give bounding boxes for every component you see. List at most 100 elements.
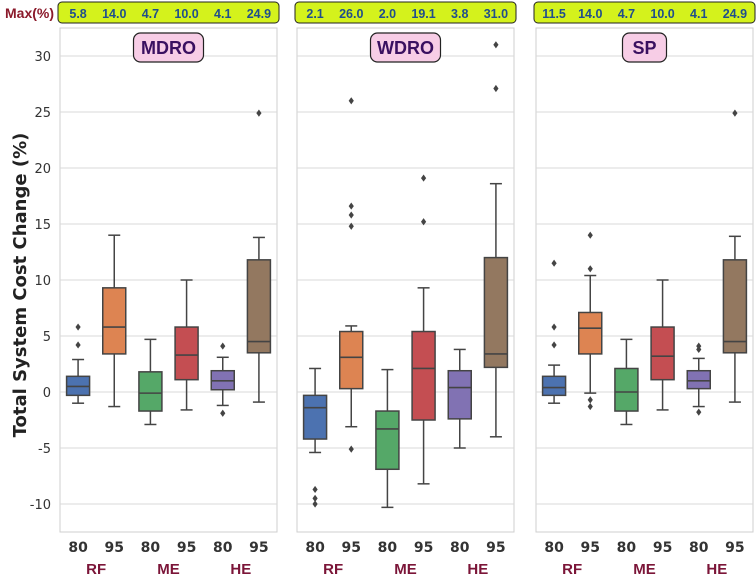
outlier-point (348, 202, 354, 210)
x-tick-label: 80 (689, 540, 709, 556)
x-tick-label: 95 (725, 540, 744, 556)
outlier-point (312, 485, 318, 494)
outlier-point (732, 109, 738, 117)
box-mdro-3 (174, 279, 199, 411)
outlier-point (587, 265, 593, 273)
panel-sp: SP 80 95 80 95 80 95 RF ME HE (535, 27, 754, 578)
box-wdro-0 (302, 367, 328, 508)
group-label-he: HE (706, 561, 727, 578)
box-wdro-4 (447, 348, 472, 449)
box-iqr (483, 256, 509, 369)
outlier-point (551, 323, 557, 331)
panel-title-badge (369, 32, 442, 63)
outlier-point (312, 500, 318, 508)
group-label-me: ME (157, 561, 180, 578)
box-iqr (686, 369, 711, 390)
max-value: 26.0 (339, 7, 363, 21)
max-value: 24.9 (723, 7, 747, 21)
x-tick-label: 95 (342, 540, 361, 556)
y-tick-label: 5 (43, 330, 51, 345)
y-tick-label: 15 (34, 218, 51, 233)
box-sp-5 (722, 109, 748, 403)
group-label-rf: RF (562, 561, 582, 578)
y-tick-label: 30 (34, 50, 51, 65)
chart-panels: MDRO 80 95 80 95 80 95 RF ME HE WDRO 80 95 80 95 80 95 RF… (59, 27, 754, 578)
x-tick-label: 80 (141, 540, 161, 556)
max-value-badges: 5.8 14.0 4.7 10.0 4.1 24.9 2.1 26.0 2.0 19.1 3.8 31… (57, 1, 756, 24)
box-iqr (174, 326, 199, 381)
box-wdro-1 (339, 97, 364, 453)
x-tick-label: 80 (68, 540, 88, 556)
group-label-rf: RF (323, 561, 343, 578)
y-tick-label: -10 (30, 498, 51, 513)
max-badge-strip (533, 1, 756, 24)
max-value: 2.1 (306, 7, 323, 21)
box-iqr (246, 259, 272, 354)
y-tick-label: 0 (43, 386, 51, 401)
x-tick-label: 95 (105, 540, 124, 556)
group-label-he: HE (467, 561, 488, 578)
outlier-point (348, 445, 354, 453)
panel-title-badge (132, 32, 205, 63)
box-iqr (339, 330, 364, 390)
box-wdro-5 (483, 41, 509, 438)
outlier-point (75, 323, 81, 331)
x-tick-label: 80 (450, 540, 470, 556)
outlier-point (493, 41, 499, 49)
outlier-point (587, 396, 593, 404)
group-label-rf: RF (86, 561, 106, 578)
max-value: 4.7 (618, 7, 635, 21)
box-mdro-2 (138, 338, 163, 426)
box-mdro-5 (246, 109, 272, 403)
x-tick-label: 95 (653, 540, 672, 556)
x-tick-label: 80 (378, 540, 398, 556)
x-tick-label: 80 (617, 540, 637, 556)
x-tick-label: 95 (486, 540, 505, 556)
box-iqr (541, 375, 567, 397)
outlier-point (551, 259, 557, 267)
box-sp-4 (686, 342, 711, 416)
panel-title: MDRO (141, 38, 196, 58)
box-sp-2 (614, 338, 639, 426)
y-tick-label: 25 (34, 106, 51, 121)
panel-title-badge (621, 32, 668, 63)
outlier-point (587, 231, 593, 239)
outlier-point (220, 409, 226, 417)
panel-title: WDRO (377, 38, 434, 58)
outlier-point (696, 408, 702, 416)
y-axis-label: Total System Cost Change (%) (10, 133, 31, 438)
max-value: 11.5 (542, 7, 566, 21)
max-value: 24.9 (247, 7, 271, 21)
max-badge-strip (57, 1, 280, 24)
group-label-me: ME (633, 561, 656, 578)
outlier-point (420, 174, 427, 182)
max-value: 14.0 (578, 7, 602, 21)
group-label-me: ME (394, 561, 417, 578)
box-iqr (650, 326, 675, 381)
box-iqr (375, 410, 400, 471)
max-value: 5.8 (69, 7, 86, 21)
outlier-point (587, 402, 593, 411)
max-value: 19.1 (411, 7, 435, 21)
y-tick-label: -5 (38, 442, 51, 457)
x-tick-label: 95 (581, 540, 600, 556)
box-mdro-0 (65, 323, 91, 404)
box-sp-3 (650, 279, 675, 411)
box-sp-1 (578, 231, 603, 411)
box-wdro-3 (411, 174, 436, 485)
x-tick-label: 80 (305, 540, 325, 556)
max-value: 4.7 (142, 7, 159, 21)
y-tick-label: 10 (34, 274, 51, 289)
box-iqr (722, 259, 748, 354)
outlier-point (348, 97, 354, 105)
max-value: 4.1 (690, 7, 707, 21)
x-tick-label: 80 (213, 540, 233, 556)
outlier-point (220, 342, 226, 350)
max-value: 3.8 (451, 7, 468, 21)
max-percent-label: Max(%) (5, 5, 54, 21)
outlier-point (420, 218, 427, 226)
max-value: 31.0 (484, 7, 508, 21)
box-iqr (578, 311, 603, 355)
panel-mdro: MDRO 80 95 80 95 80 95 RF ME HE (59, 27, 278, 578)
